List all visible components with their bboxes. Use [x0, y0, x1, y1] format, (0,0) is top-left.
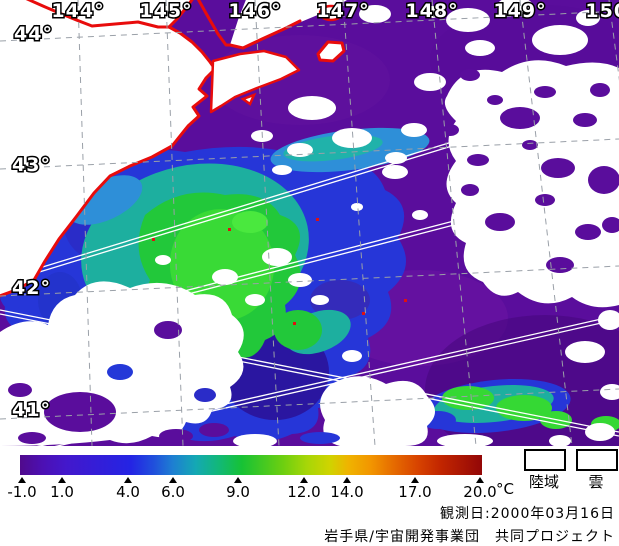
kunashiri-land — [230, 0, 347, 48]
tick-label: 12.0 — [287, 483, 321, 501]
lon-label: 150° — [585, 0, 619, 22]
tick-marker-icon — [58, 477, 66, 483]
observation-date: 観測日:2000年03月16日 — [440, 506, 615, 522]
legend-cloud-label: 雲 — [588, 473, 604, 491]
small-island-outline — [318, 4, 344, 22]
graticule — [0, 0, 619, 446]
tick-label: 9.0 — [226, 483, 250, 501]
nemuro-peninsula — [209, 49, 301, 114]
graticule-labels: 144° 145° 146° 147° 148° 149° 150° 44° 4… — [11, 0, 619, 423]
tick-label: 4.0 — [116, 483, 140, 501]
sst-map: 144° 145° 146° 147° 148° 149° 150° 44° 4… — [0, 0, 619, 446]
tick-label: 14.0 — [330, 483, 364, 501]
lat-label: 42° — [12, 277, 51, 299]
shikotan-island — [316, 40, 346, 63]
tick-marker-icon — [124, 477, 132, 483]
legend-cloud-swatch — [576, 449, 618, 471]
tick-marker-icon — [234, 477, 242, 483]
tick-label: 6.0 — [161, 483, 185, 501]
tick-marker-icon — [300, 477, 308, 483]
tick-marker-icon — [18, 477, 26, 483]
notsuke-hook — [240, 92, 257, 106]
tick-label: -1.0 — [7, 483, 37, 501]
tick-marker-icon — [169, 477, 177, 483]
coastline — [0, 0, 302, 298]
tick-marker-icon — [476, 477, 484, 483]
lon-label: 149° — [493, 0, 546, 22]
lon-label: 145° — [139, 0, 192, 22]
tick-marker-icon — [343, 477, 351, 483]
tick-marker-icon — [411, 477, 419, 483]
tick-label: 1.0 — [50, 483, 74, 501]
lat-label: 44° — [14, 23, 53, 45]
cloud-blobs — [0, 0, 619, 446]
lat-label: 41° — [12, 399, 51, 421]
lon-label: 146° — [228, 0, 281, 22]
credit-text: 岩手県/宇宙開発事業団 共同プロジェクト — [324, 529, 615, 545]
legend-land-label: 陸域 — [528, 473, 559, 491]
temperature-colorbar — [20, 455, 482, 475]
lat-label: 43° — [12, 154, 51, 176]
tick-label: 20.0 — [463, 483, 497, 501]
legend-land-swatch — [524, 449, 566, 471]
lon-label: 144° — [51, 0, 104, 22]
lon-label: 147° — [316, 0, 369, 22]
land-and-coastline — [0, 0, 347, 298]
tick-label: 17.0 — [398, 483, 432, 501]
noise-dots — [152, 218, 407, 325]
lon-label: 148° — [405, 0, 458, 22]
hokkaido-land — [0, 0, 215, 296]
colorbar-unit: °C — [496, 480, 514, 498]
